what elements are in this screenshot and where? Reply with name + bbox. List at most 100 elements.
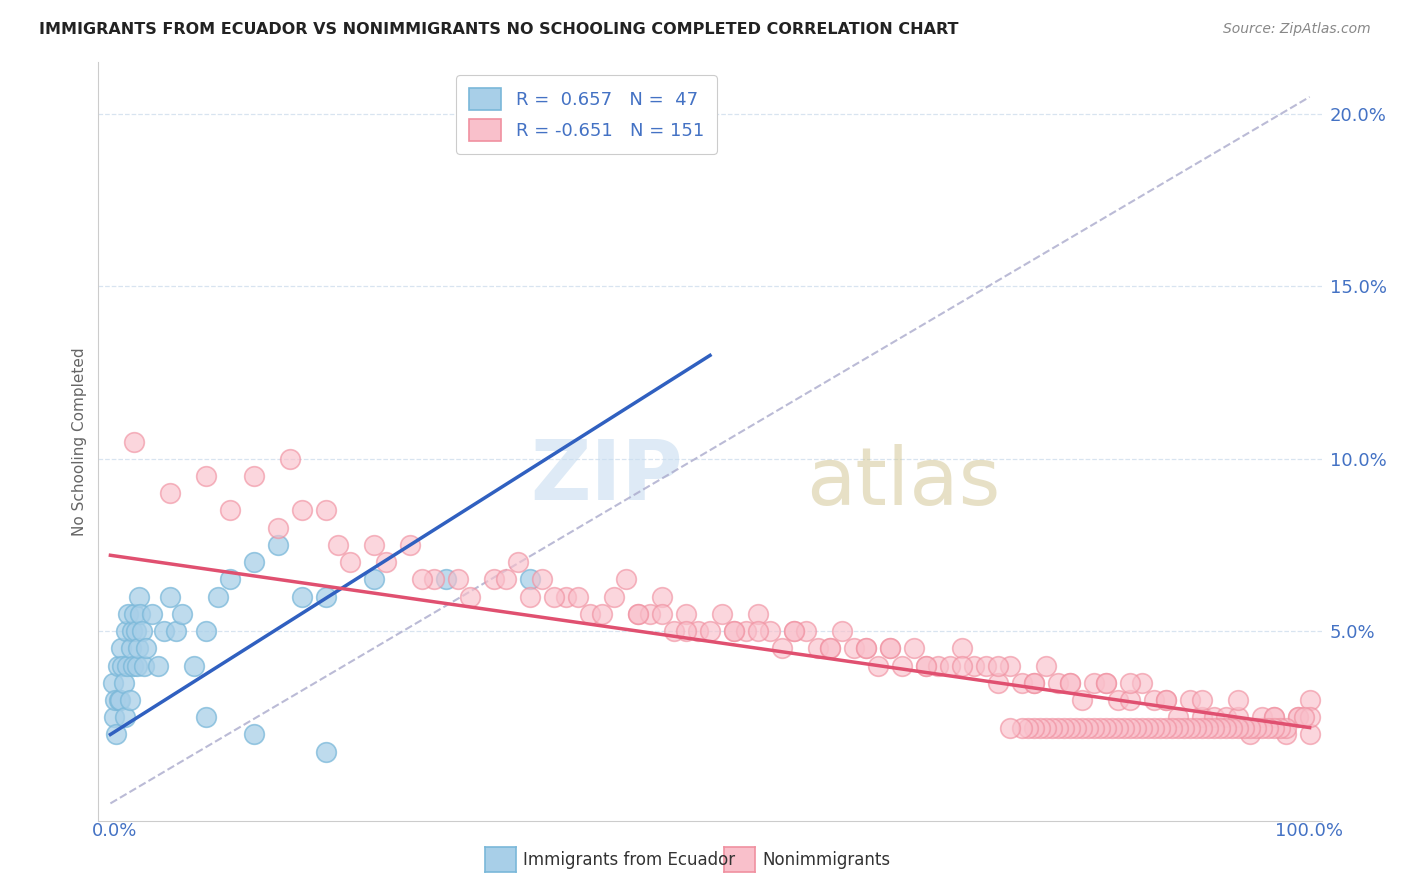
- Text: IMMIGRANTS FROM ECUADOR VS NONIMMIGRANTS NO SCHOOLING COMPLETED CORRELATION CHAR: IMMIGRANTS FROM ECUADOR VS NONIMMIGRANTS…: [39, 22, 959, 37]
- Point: [1160, 721, 1182, 735]
- Point: [783, 624, 806, 639]
- Point: [127, 641, 149, 656]
- Point: [638, 607, 661, 621]
- Point: [195, 710, 218, 724]
- Point: [363, 573, 385, 587]
- Point: [120, 641, 142, 656]
- Point: [1250, 710, 1272, 724]
- Point: [1154, 721, 1177, 735]
- Point: [363, 538, 385, 552]
- Point: [107, 658, 129, 673]
- Point: [110, 641, 132, 656]
- Point: [125, 658, 148, 673]
- Point: [974, 658, 997, 673]
- Point: [1130, 721, 1153, 735]
- Point: [699, 624, 721, 639]
- Point: [207, 590, 229, 604]
- Point: [1250, 721, 1272, 735]
- Point: [1094, 721, 1116, 735]
- Point: [915, 658, 938, 673]
- Point: [1239, 727, 1261, 741]
- Point: [1022, 675, 1045, 690]
- Point: [915, 658, 938, 673]
- Point: [614, 573, 637, 587]
- Point: [1274, 721, 1296, 735]
- Point: [243, 469, 266, 483]
- Point: [132, 658, 155, 673]
- Point: [121, 624, 143, 639]
- Point: [124, 607, 146, 621]
- Point: [1119, 721, 1142, 735]
- Point: [183, 658, 205, 673]
- Point: [291, 590, 314, 604]
- Point: [879, 641, 901, 656]
- Point: [1011, 721, 1033, 735]
- Point: [603, 590, 626, 604]
- Point: [153, 624, 176, 639]
- Point: [1286, 710, 1309, 724]
- Point: [219, 503, 242, 517]
- Point: [1094, 675, 1116, 690]
- Point: [1088, 721, 1111, 735]
- Point: [818, 641, 841, 656]
- Point: [543, 590, 565, 604]
- Point: [423, 573, 446, 587]
- Point: [1119, 693, 1142, 707]
- Point: [195, 469, 218, 483]
- Point: [108, 693, 129, 707]
- Point: [111, 658, 134, 673]
- Point: [1059, 675, 1081, 690]
- Point: [495, 573, 517, 587]
- Point: [1263, 710, 1285, 724]
- Point: [723, 624, 745, 639]
- Point: [1070, 693, 1092, 707]
- Point: [1143, 693, 1166, 707]
- Point: [675, 624, 697, 639]
- Point: [1125, 721, 1147, 735]
- Point: [1046, 675, 1069, 690]
- Point: [114, 710, 136, 724]
- Point: [243, 555, 266, 569]
- Point: [1298, 693, 1320, 707]
- Point: [1226, 693, 1249, 707]
- Point: [1136, 721, 1159, 735]
- Point: [458, 590, 481, 604]
- Point: [115, 624, 138, 639]
- Point: [855, 641, 877, 656]
- Point: [1059, 675, 1081, 690]
- Point: [950, 658, 973, 673]
- Point: [651, 607, 673, 621]
- Point: [627, 607, 650, 621]
- Point: [159, 590, 181, 604]
- Point: [328, 538, 350, 552]
- Point: [105, 727, 128, 741]
- Point: [1107, 721, 1129, 735]
- Point: [117, 607, 139, 621]
- Point: [1257, 721, 1279, 735]
- Point: [783, 624, 806, 639]
- Point: [855, 641, 877, 656]
- Point: [375, 555, 398, 569]
- Point: [1197, 721, 1219, 735]
- Point: [108, 693, 131, 707]
- Point: [711, 607, 734, 621]
- Point: [735, 624, 758, 639]
- Point: [1083, 721, 1105, 735]
- Point: [842, 641, 865, 656]
- Point: [122, 658, 145, 673]
- Point: [1119, 675, 1142, 690]
- Point: [927, 658, 949, 673]
- Point: [831, 624, 853, 639]
- Point: [627, 607, 650, 621]
- Point: [1233, 721, 1256, 735]
- Point: [291, 503, 314, 517]
- Text: 100.0%: 100.0%: [1275, 822, 1343, 840]
- Point: [482, 573, 505, 587]
- Point: [1191, 693, 1213, 707]
- Point: [267, 521, 290, 535]
- Point: [1178, 721, 1201, 735]
- Point: [675, 607, 697, 621]
- Point: [1029, 721, 1052, 735]
- Point: [135, 641, 157, 656]
- Text: Immigrants from Ecuador: Immigrants from Ecuador: [523, 851, 735, 869]
